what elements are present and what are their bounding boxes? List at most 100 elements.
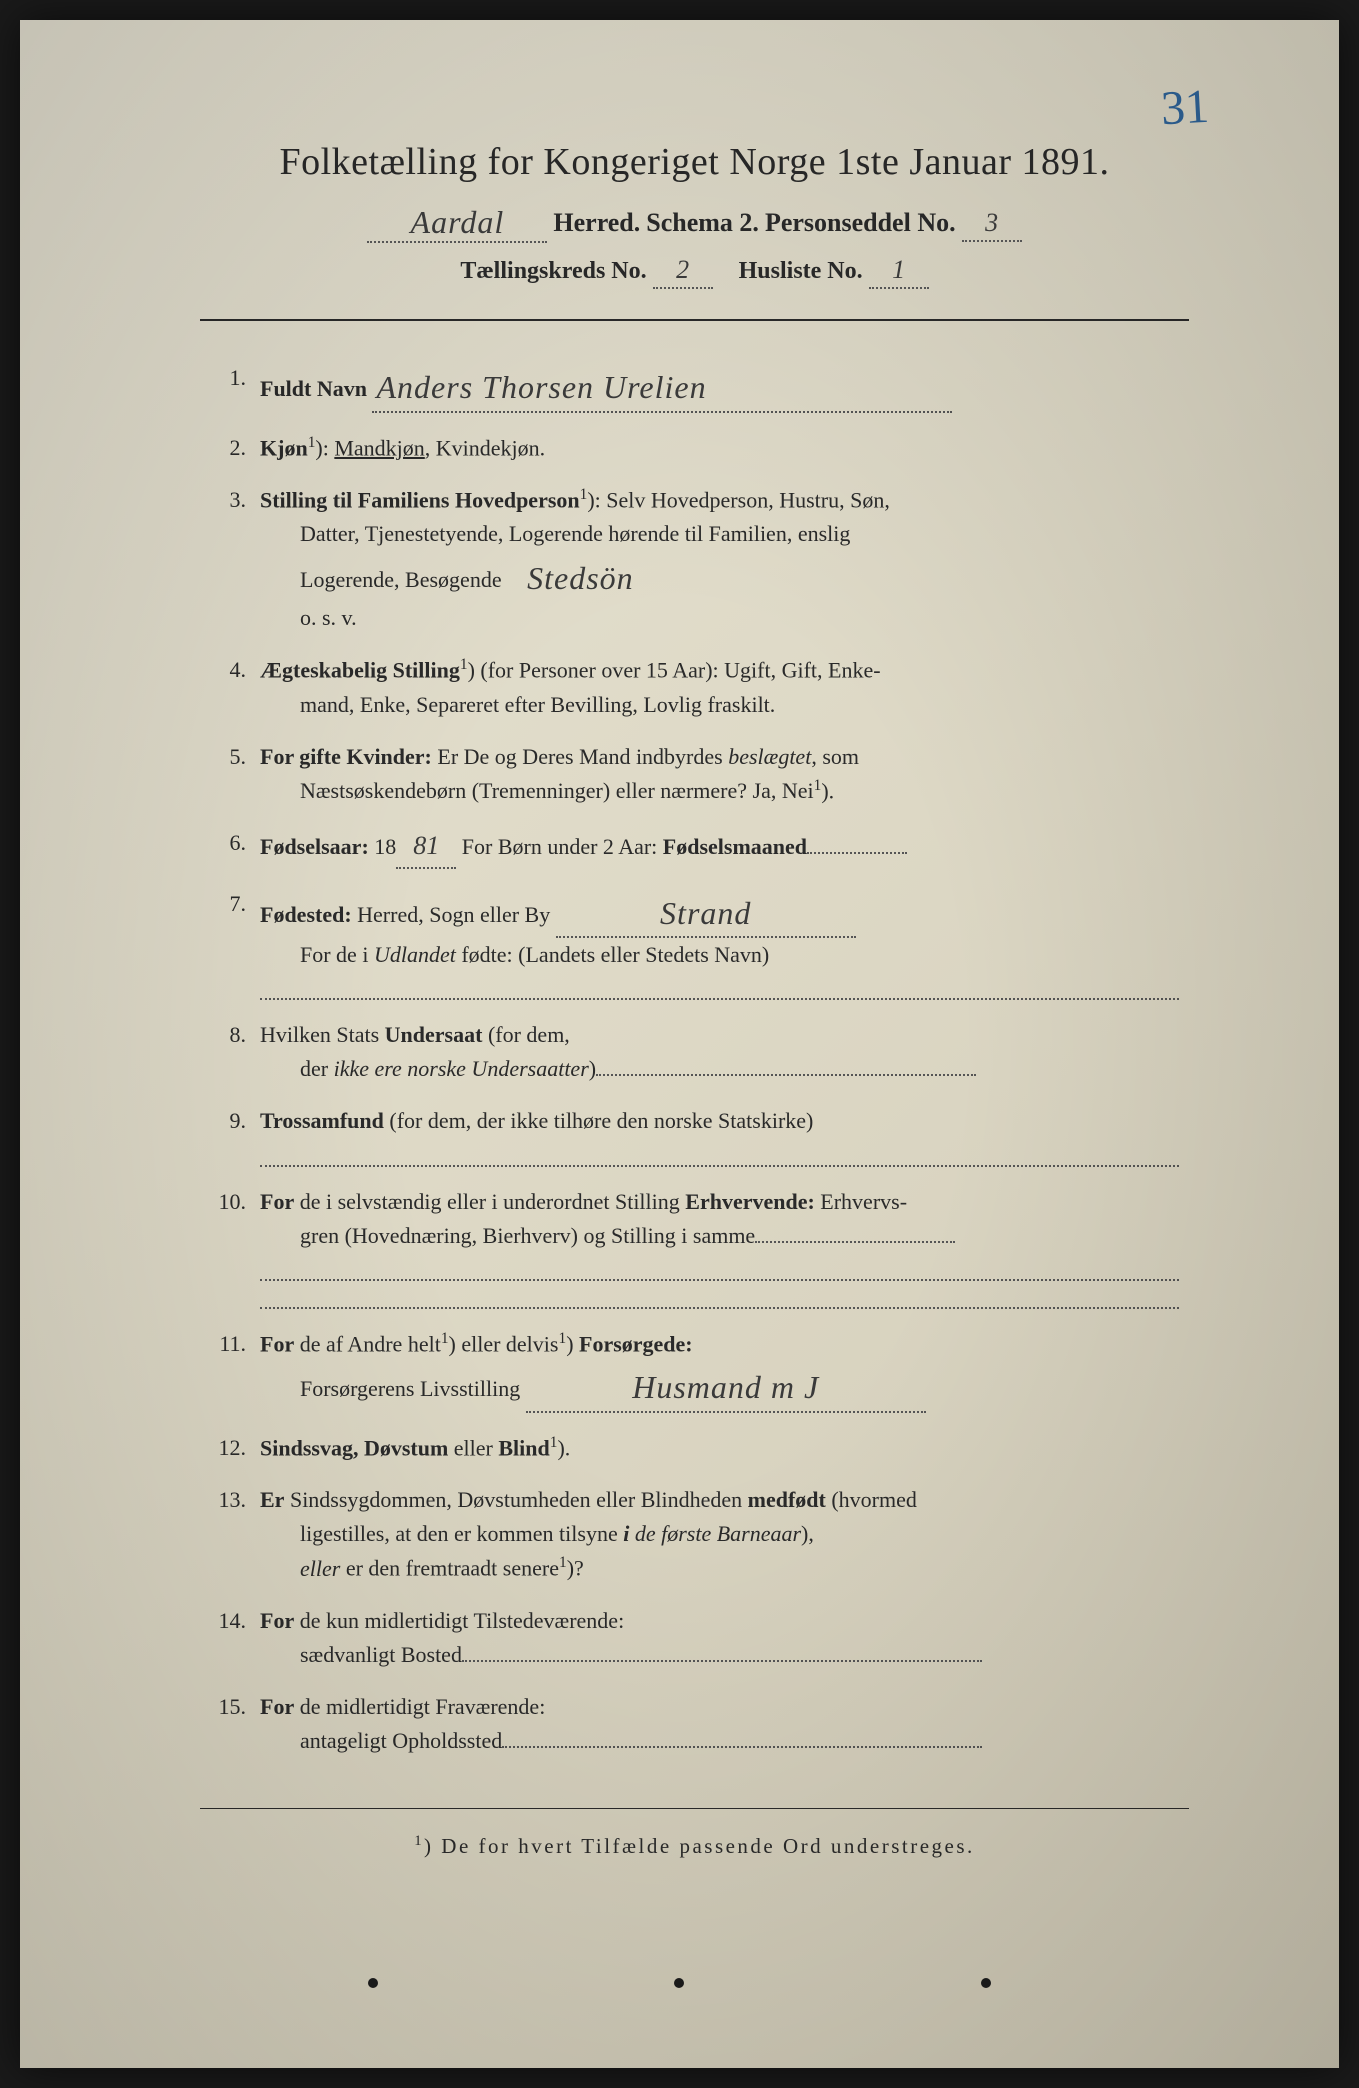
row-13-text2: (hvormed [826,1487,917,1512]
provider-value: Husmand m J [632,1369,819,1405]
row-12: 12. Sindssvag, Døvstum eller Blind1). [210,1431,1179,1465]
row-5-line2b: ). [821,778,834,803]
row-12-end: ). [557,1435,570,1460]
personseddel-label: Personseddel No. [765,208,956,238]
page-number-annotation: 31 [1160,79,1211,136]
row-13-line3b: er den fremtraadt senere [340,1556,559,1581]
row-10-num: 10. [210,1185,260,1219]
name-value: Anders Thorsen Urelien [376,369,706,405]
kreds-value: 2 [676,255,689,284]
herred-value: Aardal [411,204,505,240]
row-14-content: For de kun midlertidigt Tilstedeværende:… [260,1604,1179,1672]
row-6-label2: Fødselsmaaned [663,834,807,859]
row-2-opt1: Mandkjøn [334,435,424,460]
husliste-value: 1 [892,255,905,284]
footnote-sup: 1 [414,1833,424,1849]
row-3-osv: o. s. v. [260,605,357,630]
hole-icon [674,1978,684,1988]
row-6-mid: For Børn under 2 Aar: [456,834,663,859]
header-divider [200,319,1189,321]
row-13-line3c: )? [567,1556,584,1581]
row-14-label: For [260,1608,294,1633]
row-6-content: Fødselsaar: 1881 For Børn under 2 Aar: F… [260,826,1179,868]
row-9-content: Trossamfund (for dem, der ikke tilhøre d… [260,1104,1179,1166]
row-5-num: 5. [210,740,260,774]
year-field: 81 [396,826,456,868]
row-5-line1a: Er De og Deres Mand indbyrdes [432,744,728,769]
month-field [807,852,907,854]
row-2-label: Kjøn [260,435,308,460]
husliste-field: 1 [869,255,929,289]
row-8: 8. Hvilken Stats Undersaat (for dem, der… [210,1018,1179,1086]
row-3-num: 3. [210,483,260,517]
row-7-line2a: For de i [260,942,374,967]
row-14-text: de kun midlertidigt Tilstedeværende: [294,1608,624,1633]
row-1-label: Fuldt Navn [260,376,367,401]
row-5-line1b: beslægtet [728,744,811,769]
row-11-content: For de af Andre helt1) eller delvis1) Fo… [260,1327,1179,1413]
row-5-line1c: , som [811,744,859,769]
row-15-num: 15. [210,1690,260,1724]
row-2: 2. Kjøn1): Mandkjøn, Kvindekjøn. [210,431,1179,465]
row-10-text2: Erhvervs- [815,1189,907,1214]
row-12-text: eller [448,1435,498,1460]
herred-label: Herred. [553,208,640,238]
schema-label: Schema 2. [646,208,759,238]
row-14-num: 14. [210,1604,260,1638]
row-2-content: Kjøn1): Mandkjøn, Kvindekjøn. [260,431,1179,465]
row-4-line2: mand, Enke, Separeret efter Bevilling, L… [260,692,775,717]
row-13-line3a: eller [260,1556,340,1581]
row-14-blank [462,1660,982,1662]
row-10: 10. For de i selvstændig eller i underor… [210,1185,1179,1309]
footnote: 1) De for hvert Tilfælde passende Ord un… [200,1833,1189,1859]
row-15: 15. For de midlertidigt Fraværende: anta… [210,1690,1179,1758]
form-title: Folketælling for Kongeriget Norge 1ste J… [200,140,1189,184]
row-11-label: For [260,1331,294,1356]
row-10-blank2 [260,1261,1179,1281]
row-11-text2: ) eller delvis [449,1331,559,1356]
row-7-content: Fødested: Herred, Sogn eller By Strand F… [260,887,1179,1001]
row-7-line2c: fødte: (Landets eller Stedets Navn) [456,942,769,967]
row-13-content: Er Sindssygdommen, Døvstumheden eller Bl… [260,1483,1179,1586]
row-1: 1. Fuldt Navn Anders Thorsen Urelien [210,361,1179,413]
row-8-num: 8. [210,1018,260,1052]
binding-holes [20,1978,1339,1988]
form-header: Folketælling for Kongeriget Norge 1ste J… [200,140,1189,289]
row-2-opt2: Kvindekjøn. [436,435,545,460]
row-13-label: Er [260,1487,284,1512]
row-6-num: 6. [210,826,260,860]
row-7-line2b: Udlandet [374,942,456,967]
row-12-label2: Blind [498,1435,549,1460]
birthplace-field: Strand [556,887,856,939]
row-7: 7. Fødested: Herred, Sogn eller By Stran… [210,887,1179,1001]
row-12-num: 12. [210,1431,260,1465]
row-6-prefix: 18 [369,834,397,859]
row-7-num: 7. [210,887,260,921]
hole-icon [368,1978,378,1988]
kreds-label: Tællingskreds No. [460,258,646,285]
row-2-text: ): [315,435,334,460]
row-9-blank [260,1147,1179,1167]
row-4-num: 4. [210,653,260,687]
kreds-field: 2 [653,255,713,289]
row-7-blank [260,980,1179,1000]
row-15-line2: antageligt Opholdssted [260,1728,502,1753]
row-14-line2: sædvanligt Bosted [260,1642,462,1667]
row-8-line1b: (for dem, [482,1022,569,1047]
row-11-line2: Forsørgerens Livsstilling [260,1376,520,1401]
row-1-content: Fuldt Navn Anders Thorsen Urelien [260,361,1179,413]
personseddel-value: 3 [985,208,998,237]
birthplace-value: Strand [660,895,751,931]
row-8-label: Undersaat [385,1022,483,1047]
row-12-content: Sindssvag, Døvstum eller Blind1). [260,1431,1179,1465]
row-9-num: 9. [210,1104,260,1138]
row-3-line1: ): Selv Hovedperson, Hustru, Søn, [587,487,889,512]
row-14: 14. For de kun midlertidigt Tilstedevære… [210,1604,1179,1672]
row-9-text: (for dem, der ikke tilhøre den norske St… [384,1108,813,1133]
form-body: 1. Fuldt Navn Anders Thorsen Urelien 2. … [200,361,1189,1758]
row-11-num: 11. [210,1327,260,1361]
row-10-text1: de i selvstændig eller i underordnet Sti… [294,1189,685,1214]
row-8-line2c: ) [589,1056,596,1081]
row-11-sup1: 1 [441,1330,449,1347]
header-line-2: Tællingskreds No. 2 Husliste No. 1 [200,255,1189,289]
